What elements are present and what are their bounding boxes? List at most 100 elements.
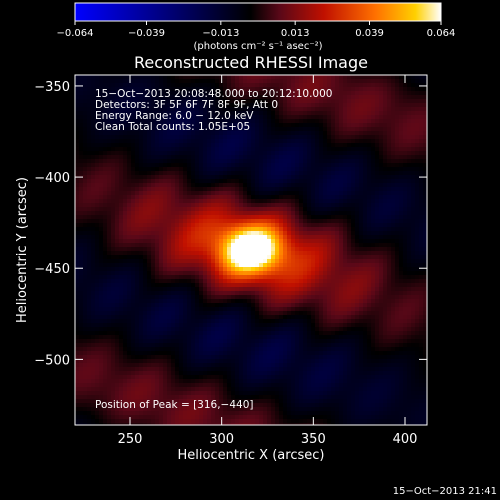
heatmap-cell xyxy=(331,123,335,127)
heatmap-cell xyxy=(103,187,107,191)
heatmap-cell xyxy=(99,107,103,111)
heatmap-cell xyxy=(363,115,367,119)
heatmap-cell xyxy=(343,271,347,275)
heatmap-cell xyxy=(391,151,395,155)
heatmap-cell xyxy=(163,171,167,175)
heatmap-cell xyxy=(291,87,295,91)
heatmap-cell xyxy=(191,247,195,251)
heatmap-cell xyxy=(355,127,359,131)
heatmap-cell xyxy=(331,87,335,91)
heatmap-cell xyxy=(343,291,347,295)
heatmap-cell xyxy=(295,99,299,103)
heatmap-cell xyxy=(311,283,315,287)
heatmap-cell xyxy=(287,167,291,171)
heatmap-cell xyxy=(175,83,179,87)
heatmap-cell xyxy=(331,259,335,263)
heatmap-cell xyxy=(387,287,391,291)
heatmap-cell xyxy=(223,243,227,247)
heatmap-cell xyxy=(251,203,255,207)
heatmap-cell xyxy=(355,111,359,115)
heatmap-cell xyxy=(351,227,355,231)
heatmap-cell xyxy=(231,131,235,135)
heatmap-cell xyxy=(219,95,223,99)
heatmap-cell xyxy=(391,259,395,263)
heatmap-cell xyxy=(79,171,83,175)
heatmap-cell xyxy=(407,179,411,183)
heatmap-cell xyxy=(175,123,179,127)
heatmap-cell xyxy=(323,263,327,267)
heatmap-cell xyxy=(163,155,167,159)
heatmap-cell xyxy=(335,219,339,223)
heatmap-cell xyxy=(291,251,295,255)
heatmap-cell xyxy=(375,111,379,115)
heatmap-cell xyxy=(343,227,347,231)
heatmap-cell xyxy=(187,263,191,267)
heatmap-cell xyxy=(323,239,327,243)
heatmap-cell xyxy=(383,171,387,175)
heatmap-cell xyxy=(87,135,91,139)
heatmap-cell xyxy=(195,147,199,151)
heatmap-cell xyxy=(235,219,239,223)
heatmap-cell xyxy=(399,295,403,299)
heatmap-cell xyxy=(335,235,339,239)
heatmap-cell xyxy=(219,111,223,115)
heatmap-cell xyxy=(271,103,275,107)
heatmap-cell xyxy=(107,119,111,123)
heatmap-cell xyxy=(331,163,335,167)
heatmap-cell xyxy=(275,271,279,275)
heatmap-cell xyxy=(275,227,279,231)
heatmap-cell xyxy=(75,119,79,123)
heatmap-cell xyxy=(323,295,327,299)
heatmap-cell xyxy=(343,79,347,83)
heatmap-cell xyxy=(323,163,327,167)
heatmap-cell xyxy=(343,175,347,179)
heatmap-cell xyxy=(135,191,139,195)
heatmap-cell xyxy=(363,111,367,115)
heatmap-cell xyxy=(187,211,191,215)
heatmap-cell xyxy=(323,247,327,251)
heatmap-cell xyxy=(379,91,383,95)
heatmap-cell xyxy=(219,163,223,167)
heatmap-cell xyxy=(279,115,283,119)
heatmap-cell xyxy=(103,235,107,239)
heatmap-cell xyxy=(247,87,251,91)
heatmap-cell xyxy=(303,111,307,115)
heatmap-cell xyxy=(287,155,291,159)
heatmap-cell xyxy=(79,135,83,139)
heatmap-cell xyxy=(379,83,383,87)
heatmap-cell xyxy=(175,231,179,235)
heatmap-cell xyxy=(151,247,155,251)
heatmap-cell xyxy=(379,155,383,159)
heatmap-cell xyxy=(219,263,223,267)
heatmap-cell xyxy=(247,171,251,175)
heatmap-cell xyxy=(79,195,83,199)
heatmap-cell xyxy=(419,215,423,219)
heatmap-cell xyxy=(371,255,375,259)
heatmap-cell xyxy=(167,159,171,163)
heatmap-cell xyxy=(227,103,231,107)
heatmap-cell xyxy=(335,119,339,123)
heatmap-cell xyxy=(139,159,143,163)
heatmap-cell xyxy=(231,147,235,151)
heatmap-cell xyxy=(163,231,167,235)
heatmap-cell xyxy=(255,95,259,99)
heatmap-cell xyxy=(123,287,127,291)
heatmap-cell xyxy=(167,75,171,79)
heatmap-cell xyxy=(379,171,383,175)
heatmap-cell xyxy=(191,251,195,255)
heatmap-cell xyxy=(327,279,331,283)
heatmap-cell xyxy=(331,91,335,95)
heatmap-cell xyxy=(423,155,427,159)
heatmap-cell xyxy=(215,155,219,159)
heatmap-cell xyxy=(163,87,167,91)
heatmap-cell xyxy=(187,227,191,231)
heatmap-cell xyxy=(327,91,331,95)
heatmap-cell xyxy=(411,283,415,287)
heatmap-cell xyxy=(179,123,183,127)
heatmap-cell xyxy=(135,215,139,219)
heatmap-cell xyxy=(103,155,107,159)
heatmap-cell xyxy=(419,139,423,143)
heatmap-cell xyxy=(143,83,147,87)
heatmap-cell xyxy=(151,191,155,195)
heatmap-cell xyxy=(343,143,347,147)
